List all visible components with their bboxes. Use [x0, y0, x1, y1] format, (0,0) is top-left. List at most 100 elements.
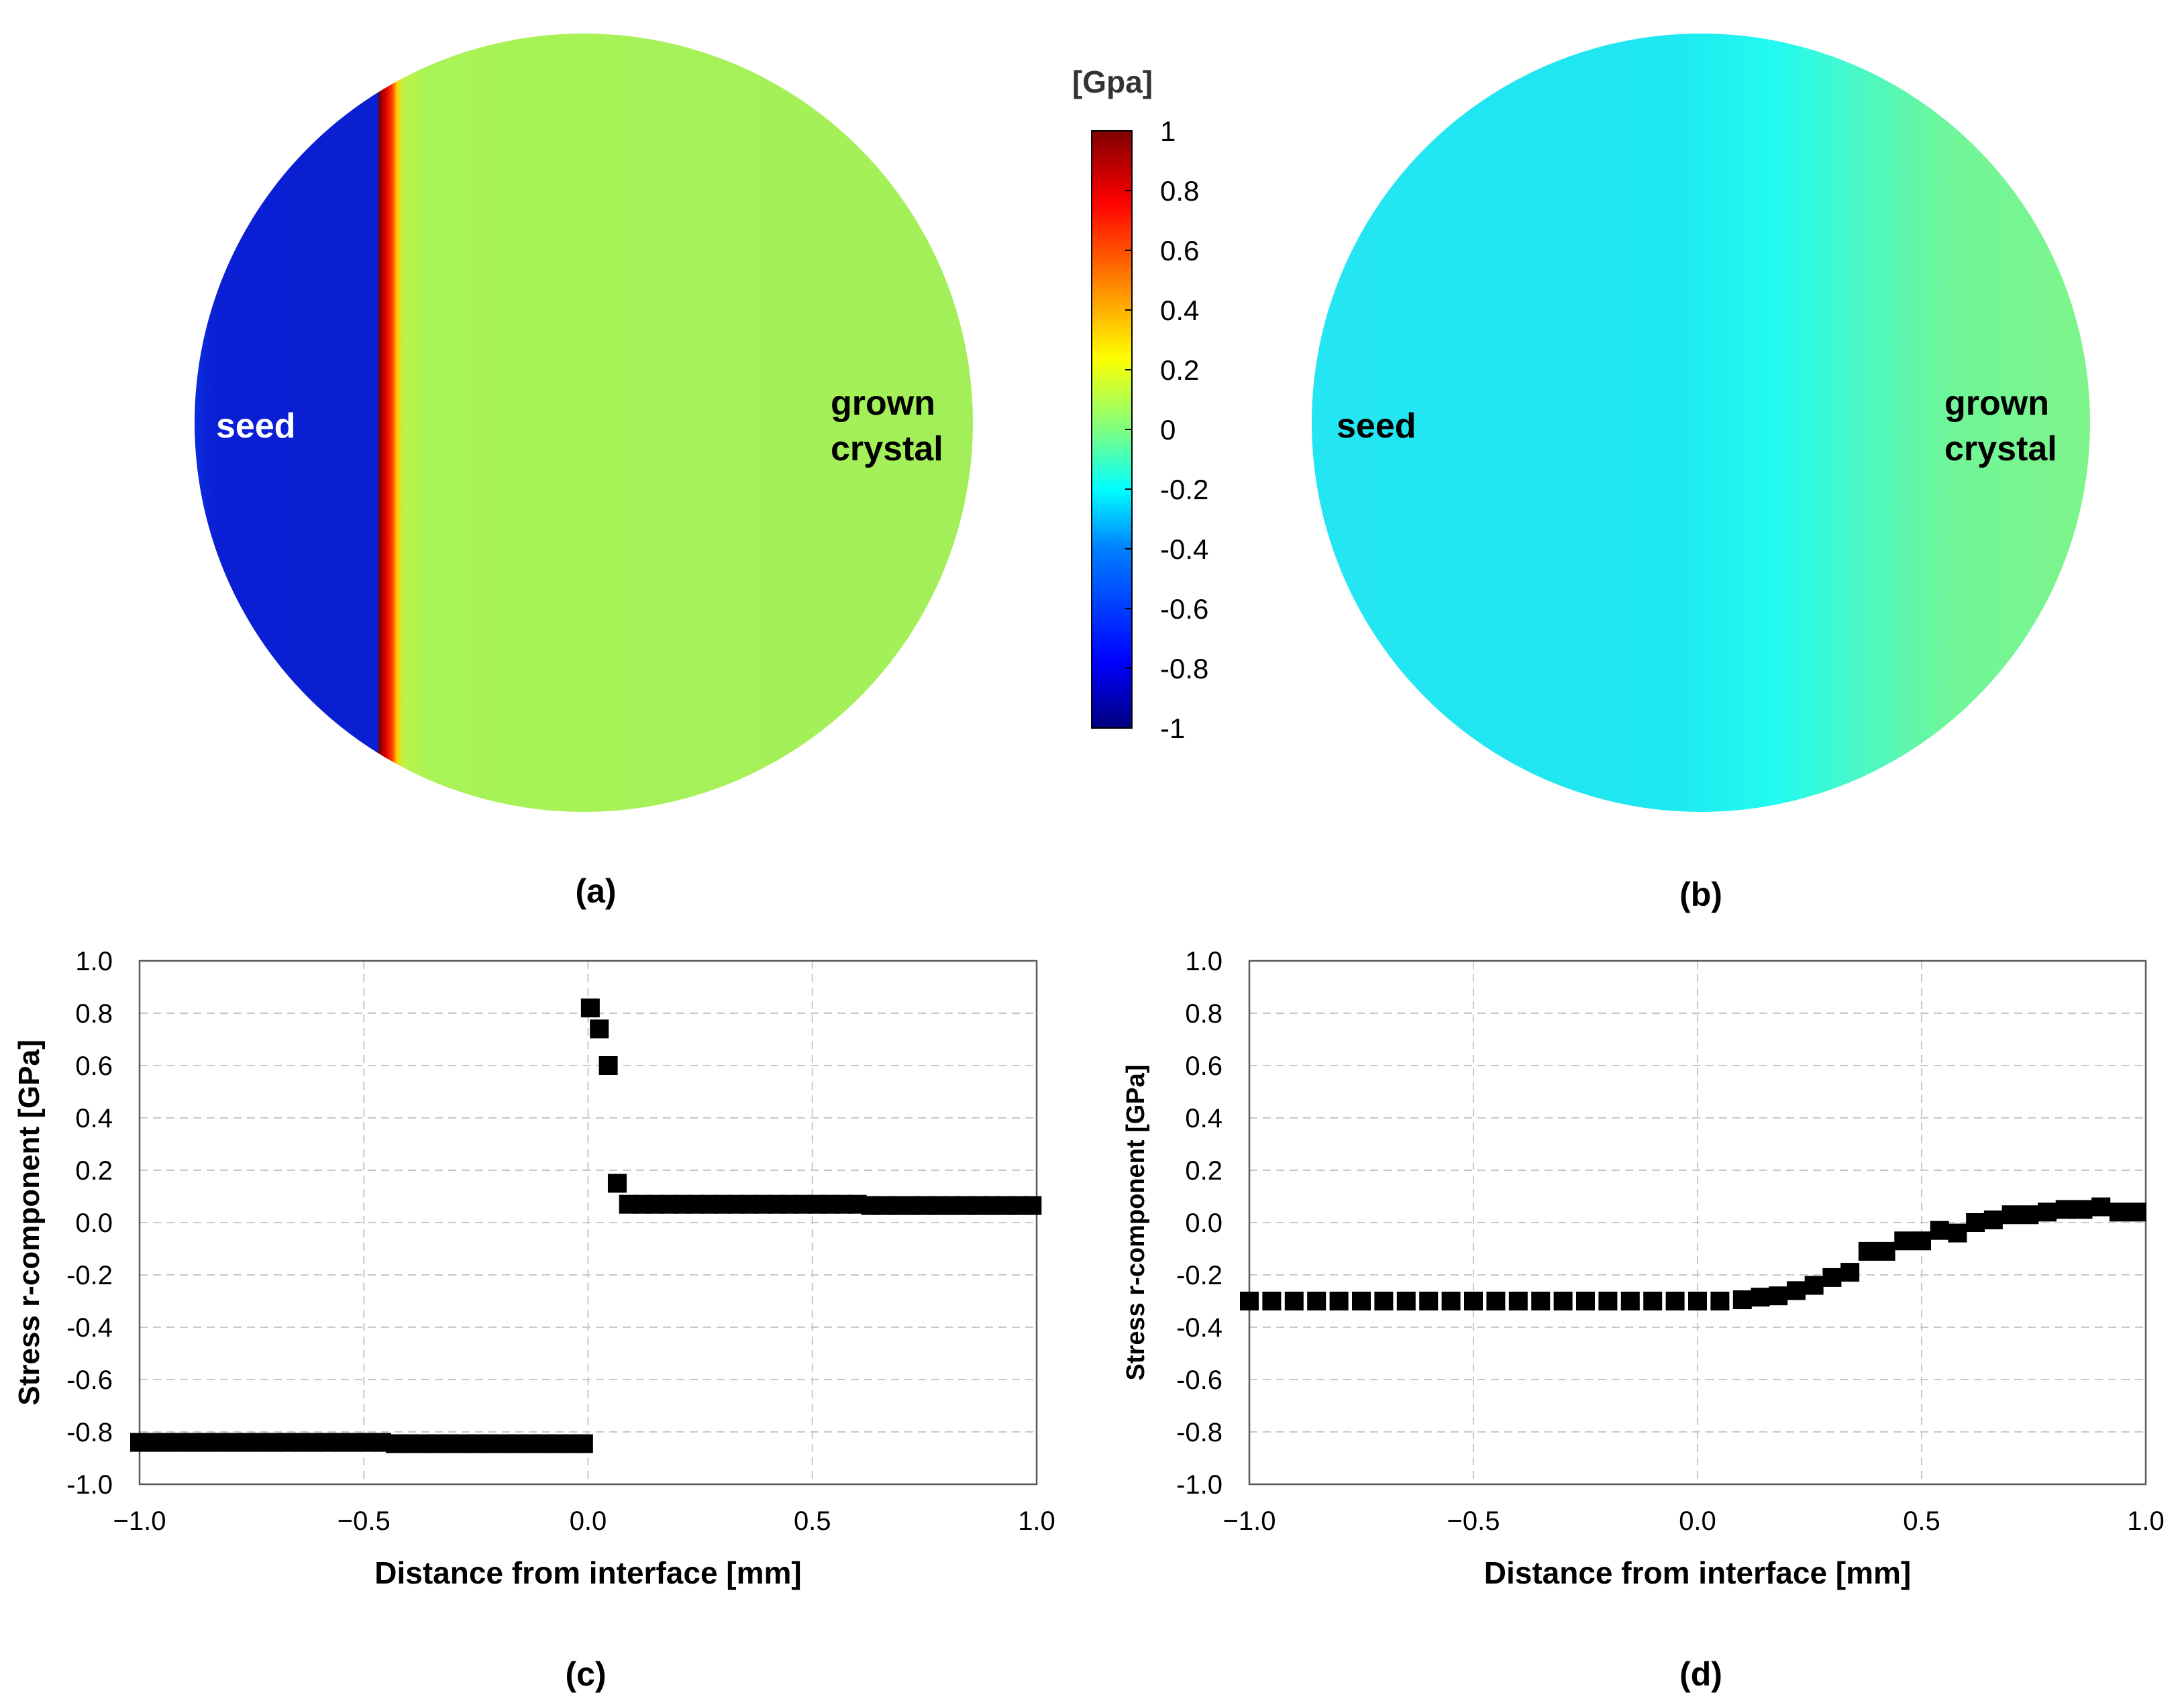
- data-point: [1643, 1292, 1663, 1310]
- y-tick-label: 0.2: [1185, 1156, 1223, 1186]
- data-point: [1948, 1223, 1967, 1243]
- panel-c-caption: (c): [565, 1655, 606, 1693]
- panel-b-disc: [1312, 34, 2090, 812]
- y-tick-label: -0.4: [1176, 1313, 1223, 1343]
- colorbar-tick-label: -0.6: [1160, 593, 1208, 625]
- data-point: [2127, 1202, 2146, 1222]
- data-point: [1858, 1241, 1877, 1261]
- data-point: [1240, 1292, 1259, 1310]
- colorbar-tick-label: 0.4: [1160, 295, 1199, 326]
- x-tick-label: −0.5: [1447, 1506, 1500, 1536]
- y-tick-label: -0.6: [1176, 1365, 1223, 1395]
- data-point: [1553, 1292, 1573, 1310]
- colorbar-tick-label: 0.6: [1160, 235, 1199, 266]
- data-point: [1804, 1276, 1824, 1295]
- panel-b-grown-label: grown: [1944, 384, 2049, 423]
- data-point: [1374, 1292, 1394, 1310]
- data-point: [2091, 1197, 2111, 1217]
- panel-a: seed grown crystal (a): [195, 34, 973, 910]
- y-tick-label: 0.4: [1185, 1104, 1223, 1133]
- colorbar-tick-label: -0.2: [1160, 474, 1208, 505]
- data-point: [1486, 1292, 1506, 1310]
- data-point: [607, 1174, 627, 1193]
- y-tick-label: -0.4: [66, 1313, 113, 1343]
- data-point: [1508, 1292, 1528, 1310]
- data-point: [1531, 1292, 1551, 1310]
- data-point: [1822, 1268, 1842, 1287]
- chart-d: −1.0 −0.5 0.0 0.5 1.0 1.0 0.8 0.6 0.4 0.2 0.0 -0.2 -…: [1122, 947, 2165, 1590]
- plot-frame: [138, 960, 1038, 1486]
- data-point: [590, 1019, 609, 1039]
- data-point: [1665, 1292, 1685, 1310]
- y-tick-label: 0.2: [75, 1156, 113, 1186]
- data-point: [1930, 1221, 1949, 1240]
- data-point: [2038, 1202, 2057, 1222]
- panel-a-caption: (a): [575, 872, 616, 910]
- x-tick-label: −0.5: [337, 1506, 391, 1536]
- data-point: [1966, 1213, 1985, 1232]
- panel-a-disc: [195, 34, 973, 812]
- x-tick-label: −1.0: [1223, 1506, 1276, 1536]
- data-point: [1284, 1292, 1304, 1310]
- y-tick-label: 0.6: [1185, 1051, 1223, 1081]
- data-point: [1307, 1292, 1327, 1310]
- data-point: [1732, 1290, 1752, 1310]
- data-point: [1441, 1292, 1461, 1310]
- panel-a-seed-label: seed: [216, 407, 296, 446]
- data-point: [1419, 1292, 1439, 1310]
- data-point: [1983, 1210, 2003, 1230]
- data-point: [1751, 1288, 1770, 1307]
- x-tick-label: −1.0: [113, 1506, 166, 1536]
- panel-a-crystal-label: crystal: [831, 429, 943, 468]
- data-point: [1876, 1241, 1895, 1261]
- plot-frame: [1248, 960, 2147, 1486]
- data-point: [2109, 1202, 2128, 1222]
- x-tick-label: 0.5: [794, 1506, 831, 1536]
- colorbar: [Gpa] 1 0.8 0.6 0.4 0.2 0 -0.2 -0.4 -0.6 -0.8 -1: [1072, 64, 1208, 744]
- data-point: [2073, 1200, 2093, 1219]
- data-point: [1710, 1292, 1730, 1310]
- colorbar-tick-label: 1: [1160, 115, 1176, 147]
- y-tick-label: 0.8: [75, 999, 113, 1029]
- chart-c: −1.0 −0.5 0.0 0.5 1.0 1.0 0.8 0.6 0.4 0.2 0.0 -0.2 -…: [13, 947, 1055, 1590]
- panel-a-grown-label: grown: [831, 384, 935, 423]
- y-tick-label: 0.4: [75, 1104, 113, 1133]
- colorbar-unit: [Gpa]: [1072, 64, 1153, 99]
- x-axis-label: Distance from interface [mm]: [374, 1555, 802, 1590]
- colorbar-ticks: 1 0.8 0.6 0.4 0.2 0 -0.2 -0.4 -0.6 -0.8 -1: [1125, 115, 1208, 744]
- panel-b-crystal-label: crystal: [1944, 429, 2057, 468]
- y-tick-label: -0.8: [1176, 1418, 1223, 1447]
- data-point: [1912, 1231, 1931, 1251]
- data-point: [1620, 1292, 1640, 1310]
- data-point: [574, 1434, 593, 1453]
- data-point: [580, 998, 600, 1018]
- colorbar-tick-label: -0.8: [1160, 653, 1208, 684]
- y-tick-label: 0.0: [75, 1208, 113, 1238]
- data-point: [2001, 1205, 2021, 1225]
- data-point: [2020, 1205, 2039, 1225]
- data-point: [1786, 1281, 1806, 1300]
- panel-b-seed-label: seed: [1337, 407, 1416, 446]
- data-point: [1840, 1263, 1860, 1282]
- x-tick-label: 0.5: [1903, 1506, 1940, 1536]
- y-axis-label: Stress r-component [GPa]: [1122, 1065, 1150, 1381]
- data-point: [2055, 1200, 2075, 1219]
- colorbar-tick-label: -1: [1160, 713, 1185, 744]
- data-point: [1464, 1292, 1483, 1310]
- colorbar-tick-label: 0: [1160, 414, 1176, 446]
- y-tick-label: -0.8: [66, 1418, 113, 1447]
- data-point: [1396, 1292, 1416, 1310]
- x-tick-label: 0.0: [1679, 1506, 1716, 1536]
- x-tick-label: 0.0: [570, 1506, 607, 1536]
- data-point: [1576, 1292, 1595, 1310]
- y-axis-label: Stress r-component [GPa]: [13, 1039, 46, 1405]
- x-axis-label: Distance from interface [mm]: [1484, 1555, 1912, 1590]
- y-tick-label: -1.0: [66, 1470, 113, 1500]
- y-tick-label: -0.6: [66, 1365, 113, 1395]
- data-point: [1023, 1196, 1042, 1215]
- y-tick-label: 1.0: [75, 947, 113, 976]
- y-tick-label: 1.0: [1185, 947, 1223, 976]
- y-tick-label: 0.8: [1185, 999, 1223, 1029]
- data-point: [599, 1056, 618, 1075]
